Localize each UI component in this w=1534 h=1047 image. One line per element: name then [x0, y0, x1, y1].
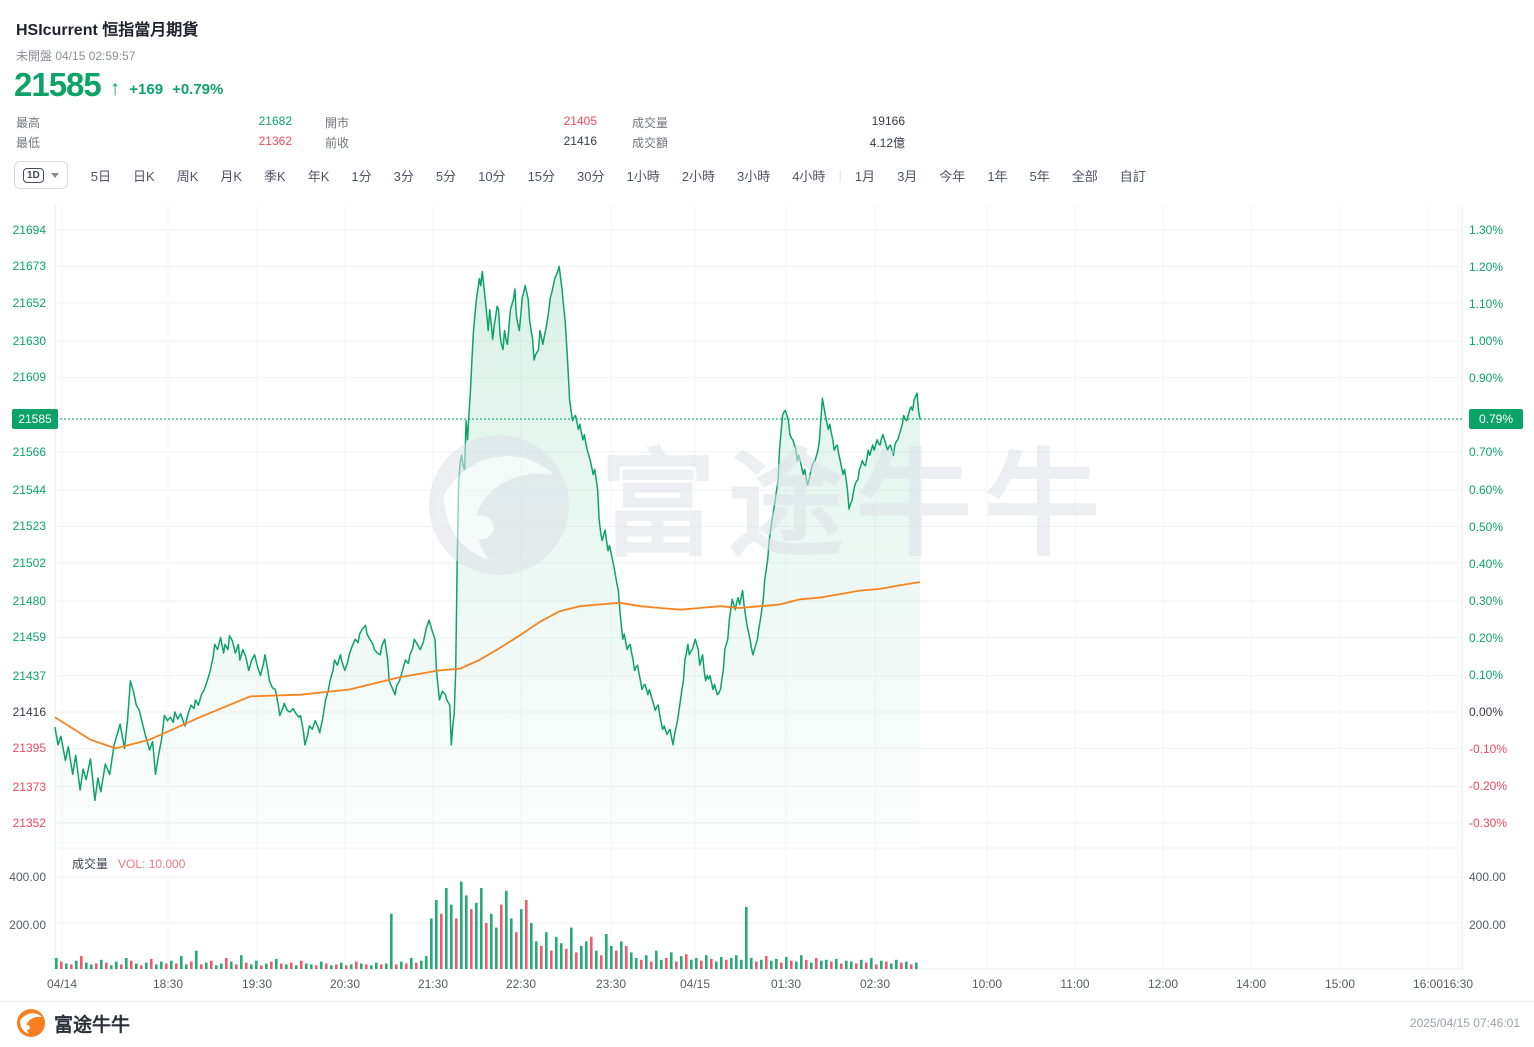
tab-15分[interactable]: 15分: [527, 168, 556, 184]
stat-open-value: 21405: [563, 114, 597, 128]
current-price-dotted-line: [55, 417, 1462, 420]
toolbar-divider: |: [838, 167, 842, 183]
stat-prev-close-value: 21416: [563, 134, 597, 148]
chevron-down-icon: [50, 172, 59, 178]
tab-5日[interactable]: 5日: [90, 168, 112, 184]
up-arrow-icon: ↑: [109, 77, 121, 100]
stat-high: 最高 21682: [16, 114, 292, 131]
volume-header: 成交量 VOL: 10.000: [72, 855, 185, 872]
price-change-percent: +0.79%: [172, 81, 224, 98]
stat-amount: 成交額 4.12億: [632, 134, 905, 151]
tab-1分[interactable]: 1分: [351, 168, 372, 184]
tab-1月[interactable]: 1月: [854, 168, 876, 184]
tab-全部[interactable]: 全部: [1071, 168, 1098, 184]
stat-low-label: 最低: [16, 136, 41, 150]
period-dropdown-selected: 1D: [23, 167, 44, 183]
period-toolbar: 1D 5日 日K 周K 月K 季K 年K 1分 3分 5分 10分 15分 30分 1小時 2小時 3小時 4…: [14, 161, 1157, 189]
tab-日K[interactable]: 日K: [133, 168, 155, 184]
tab-10分[interactable]: 10分: [478, 168, 506, 184]
tab-今年[interactable]: 今年: [939, 168, 966, 184]
price-change: +169: [129, 81, 164, 98]
stat-volume: 成交量 19166: [632, 114, 905, 131]
volume-value-label: VOL: 10.000: [118, 856, 186, 871]
stat-volume-value: 19166: [871, 114, 905, 128]
stat-amount-label: 成交額: [632, 136, 669, 150]
current-percent-tag: 0.79%: [1469, 408, 1523, 429]
tab-2小時[interactable]: 2小時: [681, 168, 715, 184]
stat-high-value: 21682: [258, 114, 292, 128]
stat-open: 開市 21405: [325, 114, 597, 131]
tab-季K[interactable]: 季K: [264, 168, 286, 184]
render-timestamp: 2025/04/15 07:46:01: [1409, 1016, 1520, 1030]
tab-3分[interactable]: 3分: [393, 168, 414, 184]
stat-high-label: 最高: [16, 116, 41, 130]
footer-divider: [0, 1001, 1534, 1002]
stat-low: 最低 21362: [16, 134, 292, 151]
tab-周K[interactable]: 周K: [176, 168, 199, 184]
stat-low-value: 21362: [258, 134, 292, 148]
tab-3月[interactable]: 3月: [897, 168, 918, 184]
period-tabs: 5日 日K 周K 月K 季K 年K 1分 3分 5分 10分 15分 30分 1小時 2小時 3小時 4小時 |…: [80, 166, 1157, 185]
current-price-tag: 21585: [12, 408, 58, 429]
stat-prev-close: 前收 21416: [325, 134, 597, 151]
stat-amount-value: 4.12億: [869, 136, 905, 150]
brand-name: 富途牛牛: [54, 1014, 131, 1036]
tab-1小時[interactable]: 1小時: [626, 168, 660, 184]
stat-volume-label: 成交量: [632, 116, 669, 130]
tab-1年[interactable]: 1年: [987, 168, 1008, 184]
volume-pane-label: 成交量: [72, 857, 109, 871]
tab-4小時[interactable]: 4小時: [792, 168, 826, 184]
market-status: 未開盤 04/15 02:59:57: [16, 49, 136, 63]
instrument-title: HSIcurrent 恒指當月期貨: [16, 22, 199, 39]
tab-年K[interactable]: 年K: [307, 168, 330, 184]
tab-月K[interactable]: 月K: [220, 168, 243, 184]
tab-5年[interactable]: 5年: [1029, 168, 1050, 184]
stat-prev-close-label: 前收: [325, 136, 350, 150]
tab-3小時[interactable]: 3小時: [736, 168, 771, 184]
period-dropdown[interactable]: 1D: [14, 161, 68, 189]
tab-30分[interactable]: 30分: [577, 168, 605, 184]
tab-自訂[interactable]: 自訂: [1119, 168, 1146, 184]
price-row: 21585 ↑ +169 +0.79%: [14, 68, 223, 101]
stat-open-label: 開市: [325, 116, 350, 130]
futu-logo-icon: [17, 1009, 45, 1037]
last-price: 21585: [14, 66, 102, 103]
brand-logo[interactable]: 富途牛牛: [16, 1008, 130, 1038]
tab-5分[interactable]: 5分: [435, 168, 457, 184]
